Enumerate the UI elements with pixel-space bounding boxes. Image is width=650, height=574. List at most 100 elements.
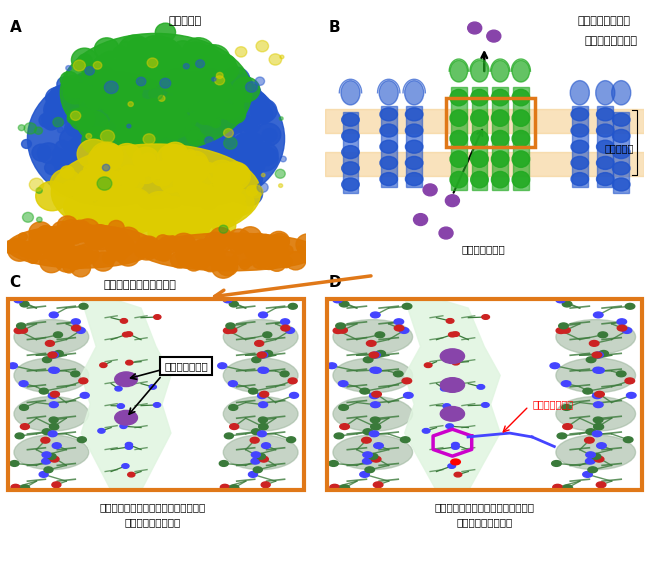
Circle shape [162, 130, 193, 158]
Ellipse shape [556, 320, 636, 354]
Circle shape [590, 340, 599, 346]
Circle shape [79, 235, 86, 242]
Circle shape [46, 87, 69, 108]
Circle shape [227, 327, 237, 333]
Ellipse shape [380, 173, 397, 185]
Circle shape [81, 116, 96, 130]
Circle shape [138, 99, 168, 126]
Circle shape [229, 405, 238, 410]
Circle shape [617, 319, 627, 325]
Circle shape [154, 166, 177, 188]
Circle shape [99, 363, 107, 367]
Circle shape [127, 121, 140, 133]
Ellipse shape [512, 60, 530, 82]
Circle shape [214, 76, 225, 85]
Circle shape [170, 135, 200, 163]
Circle shape [55, 141, 70, 154]
Circle shape [60, 72, 78, 88]
Circle shape [209, 253, 223, 265]
Circle shape [592, 453, 601, 459]
Ellipse shape [96, 98, 216, 206]
Circle shape [452, 443, 460, 447]
Text: B: B [328, 20, 340, 35]
Circle shape [48, 352, 57, 358]
Circle shape [20, 405, 29, 410]
Bar [613, 111, 629, 193]
Circle shape [255, 340, 264, 346]
Circle shape [593, 402, 603, 408]
Circle shape [49, 367, 58, 373]
Circle shape [224, 234, 231, 241]
Circle shape [198, 45, 230, 73]
Circle shape [160, 97, 177, 113]
Circle shape [166, 106, 198, 135]
Circle shape [204, 52, 224, 69]
Ellipse shape [224, 320, 298, 354]
Circle shape [70, 108, 95, 130]
Circle shape [255, 77, 265, 86]
Circle shape [169, 98, 187, 114]
Circle shape [94, 144, 120, 167]
Circle shape [189, 165, 207, 181]
Circle shape [182, 109, 205, 130]
Circle shape [231, 172, 253, 191]
Ellipse shape [471, 130, 488, 147]
Circle shape [174, 88, 194, 106]
Circle shape [105, 87, 136, 115]
Circle shape [147, 56, 162, 69]
Circle shape [78, 176, 105, 201]
Circle shape [108, 86, 132, 107]
Circle shape [131, 60, 162, 89]
Circle shape [268, 255, 286, 272]
Circle shape [172, 125, 200, 150]
Text: カリウムイオン: カリウムイオン [164, 361, 208, 371]
Circle shape [145, 180, 164, 197]
Circle shape [150, 385, 157, 389]
Circle shape [88, 188, 116, 213]
Circle shape [371, 456, 381, 462]
Circle shape [244, 170, 263, 187]
Circle shape [172, 41, 194, 61]
Polygon shape [81, 298, 171, 491]
Circle shape [169, 122, 182, 134]
Circle shape [170, 157, 203, 187]
Circle shape [116, 91, 138, 110]
Circle shape [597, 443, 606, 448]
Circle shape [101, 92, 115, 104]
Ellipse shape [450, 172, 467, 188]
Circle shape [126, 199, 147, 217]
Circle shape [57, 174, 79, 195]
Circle shape [103, 109, 129, 132]
Circle shape [51, 391, 59, 397]
Circle shape [107, 228, 127, 247]
Circle shape [164, 146, 179, 160]
Circle shape [110, 206, 130, 224]
Circle shape [186, 218, 209, 239]
Circle shape [200, 94, 224, 114]
Circle shape [101, 130, 114, 143]
Circle shape [166, 133, 187, 151]
Circle shape [594, 424, 604, 430]
Circle shape [18, 241, 26, 249]
Circle shape [53, 118, 64, 127]
Circle shape [75, 232, 84, 242]
Circle shape [72, 83, 88, 98]
Circle shape [138, 177, 152, 191]
Circle shape [250, 92, 266, 108]
Circle shape [248, 471, 257, 478]
Circle shape [117, 246, 140, 266]
Circle shape [176, 252, 185, 260]
Circle shape [188, 146, 208, 164]
Circle shape [261, 443, 270, 448]
Circle shape [133, 140, 147, 153]
Circle shape [117, 125, 143, 149]
Circle shape [160, 78, 171, 88]
Circle shape [177, 194, 201, 215]
Circle shape [118, 131, 141, 152]
Circle shape [79, 207, 97, 224]
Circle shape [180, 236, 194, 250]
Circle shape [151, 42, 164, 53]
Circle shape [111, 96, 140, 122]
Circle shape [452, 445, 459, 449]
Circle shape [224, 433, 233, 439]
